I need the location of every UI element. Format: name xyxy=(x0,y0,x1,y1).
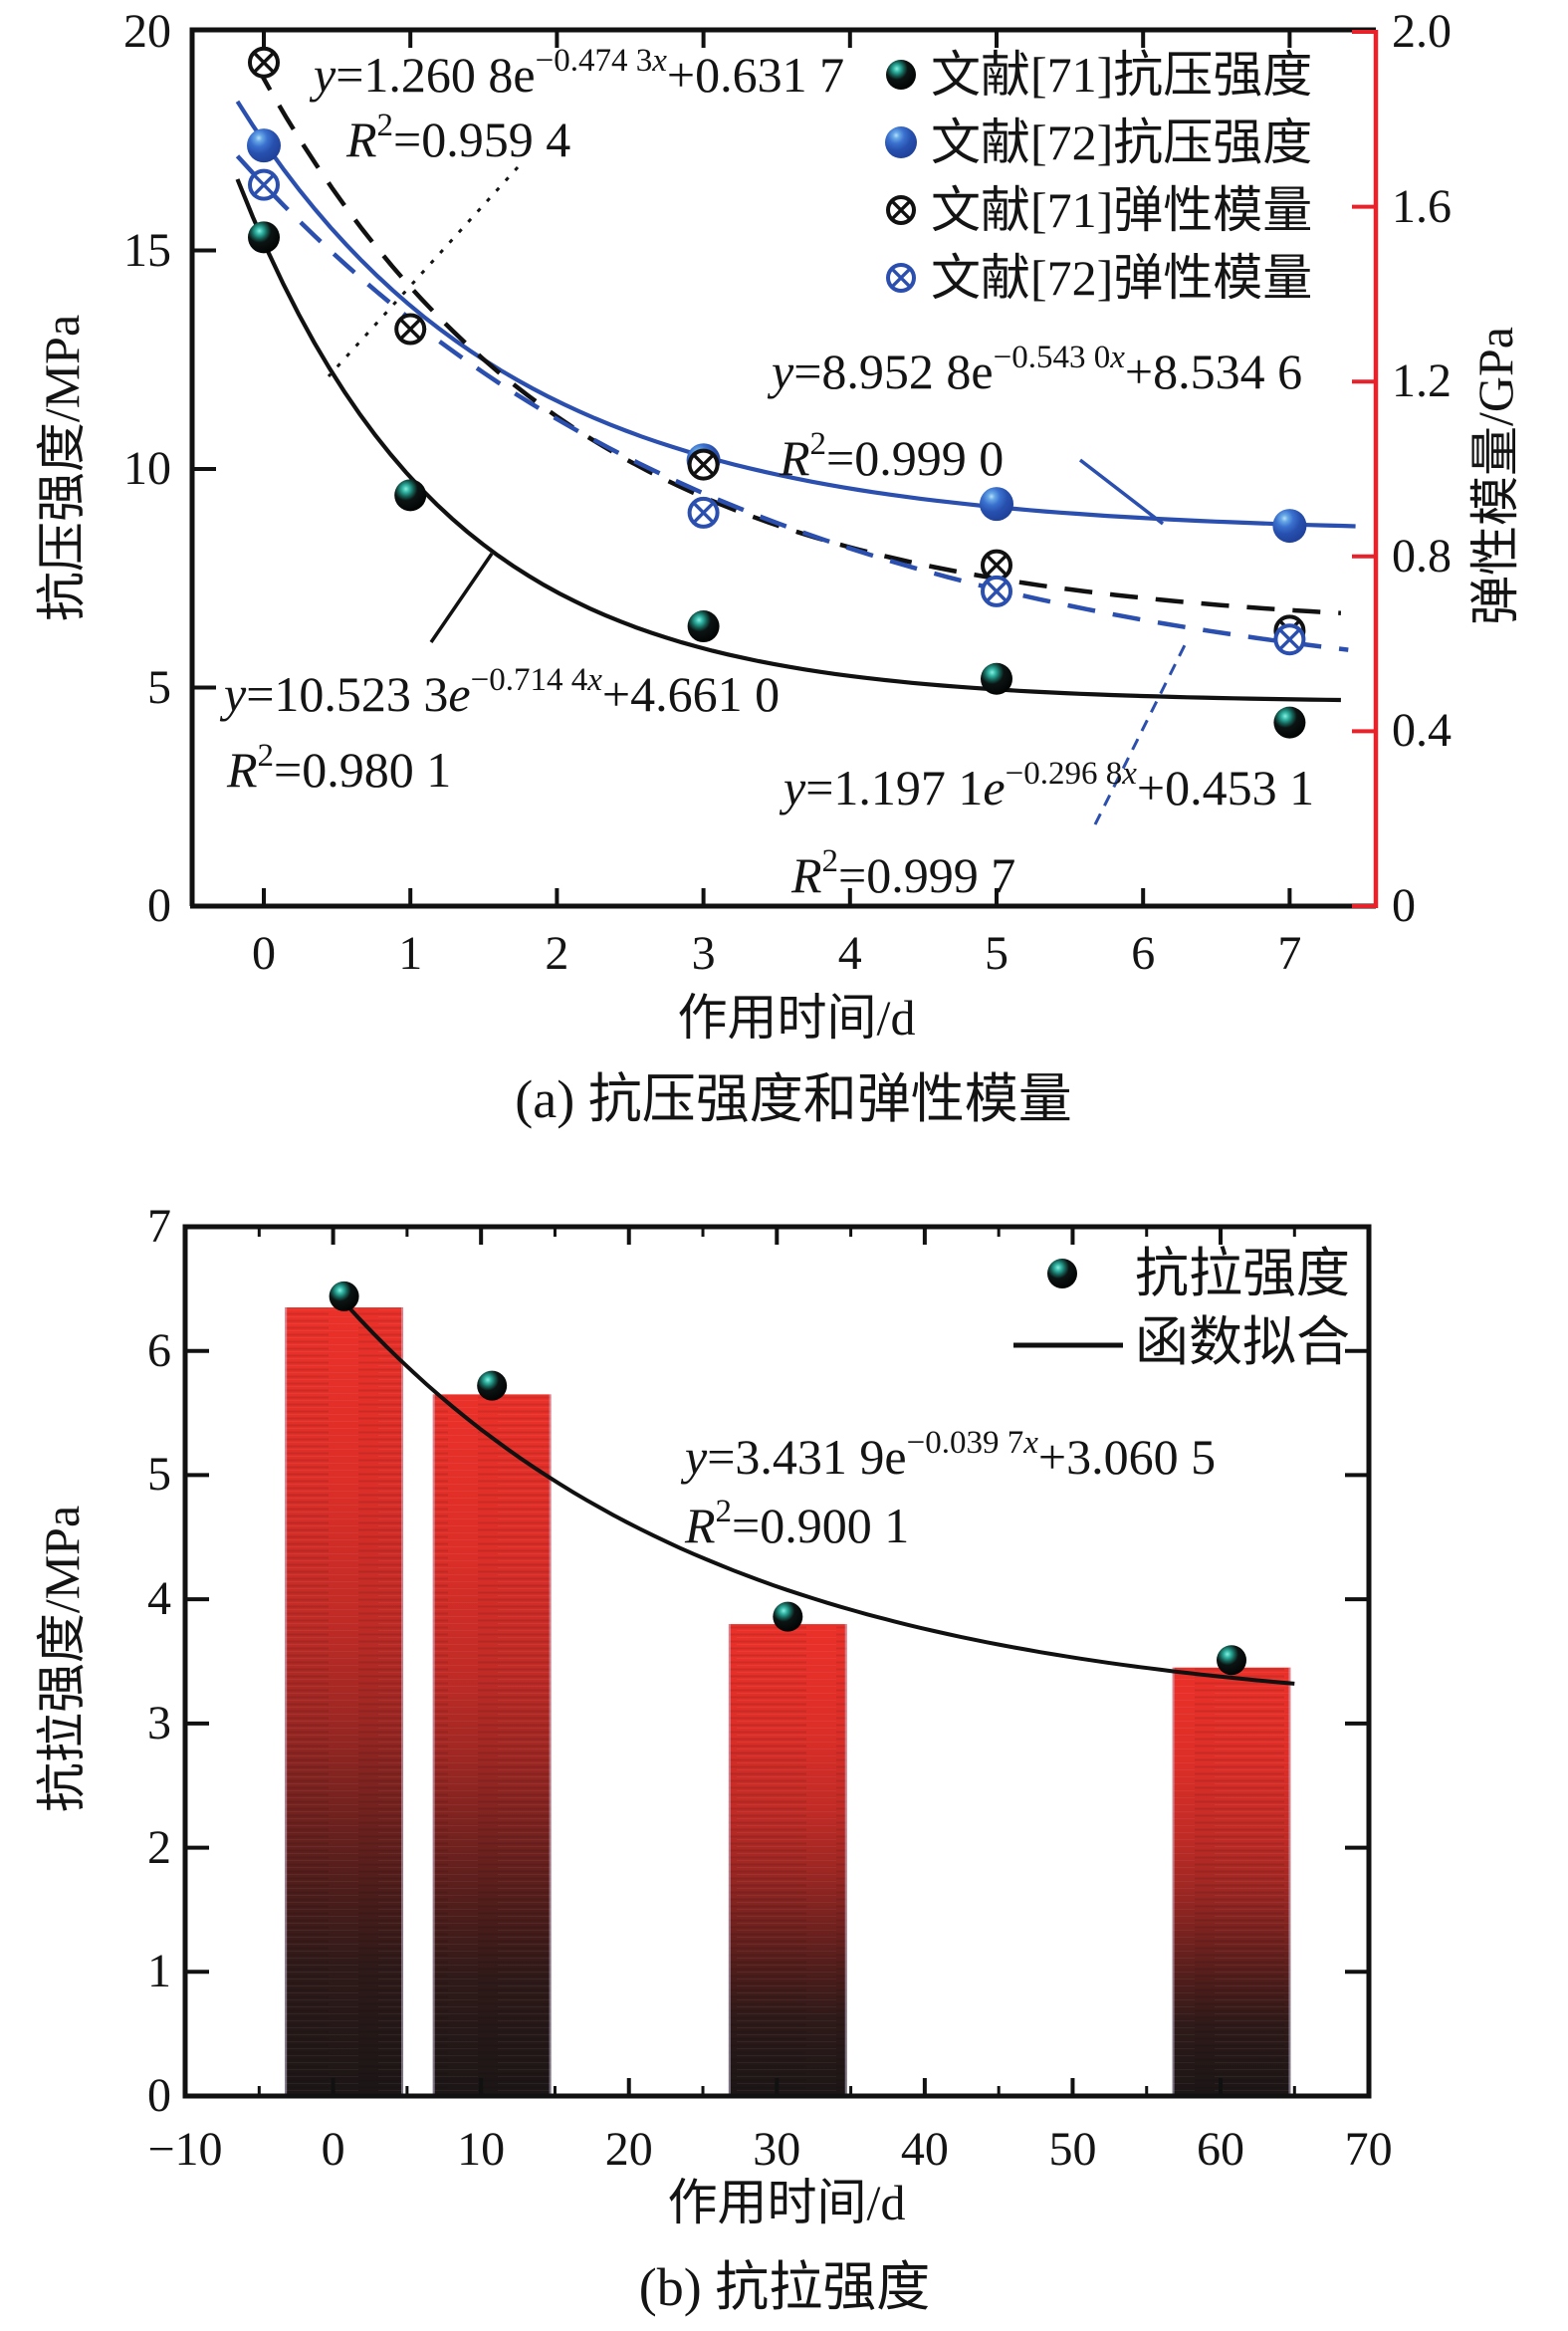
equation-a-0: y=1.260 8e−0.474 3x+0.631 7 xyxy=(314,43,845,103)
legend-item-a-2: 文献[71]弹性模量 xyxy=(931,182,1313,238)
y-tick-a-left-15: 15 xyxy=(123,223,171,277)
y-tick-a-right-0.4: 0.4 xyxy=(1392,704,1452,758)
y-tick-b-4: 4 xyxy=(147,1572,171,1626)
x-tick-a-1: 1 xyxy=(398,927,423,980)
y-tick-b-2: 2 xyxy=(147,1820,171,1874)
x-tick-b-−10: −10 xyxy=(147,2123,223,2176)
axis-title-time-b: 作用时间/d xyxy=(667,2175,906,2230)
y-tick-b-6: 6 xyxy=(147,1323,171,1377)
y-tick-a-left-20: 20 xyxy=(123,5,171,58)
equation-b: y=3.431 9e−0.039 7x+3.060 5 xyxy=(685,1425,1217,1485)
x-tick-a-5: 5 xyxy=(985,927,1008,980)
axis-title-time-a: 作用时间/d xyxy=(677,990,916,1046)
x-tick-a-0: 0 xyxy=(252,927,276,980)
equation-a-3-r2: R2=0.999 7 xyxy=(791,843,1016,903)
x-tick-b-30: 30 xyxy=(753,2123,801,2176)
equation-a-2-r2: R2=0.980 1 xyxy=(227,738,452,798)
y-tick-a-left-0: 0 xyxy=(147,879,171,932)
y-tick-a-right-1.6: 1.6 xyxy=(1392,179,1452,233)
x-tick-b-70: 70 xyxy=(1344,2123,1393,2176)
equation-a-0-r2: R2=0.959 4 xyxy=(346,108,571,167)
x-tick-b-20: 20 xyxy=(604,2123,653,2176)
x-tick-a-7: 7 xyxy=(1277,927,1302,980)
x-tick-b-0: 0 xyxy=(321,2123,345,2176)
legend-item-a-0: 文献[71]抗压强度 xyxy=(931,47,1313,103)
x-tick-b-50: 50 xyxy=(1048,2123,1097,2176)
equation-a-2: y=10.523 3e−0.714 4x+4.661 0 xyxy=(224,662,781,722)
x-tick-a-6: 6 xyxy=(1131,927,1156,980)
caption-subfigure-a: (a) 抗压强度和弹性模量 xyxy=(515,1069,1072,1129)
y-tick-b-1: 1 xyxy=(147,1945,171,1998)
y-tick-b-0: 0 xyxy=(147,2069,171,2122)
y-tick-b-7: 7 xyxy=(147,1200,171,1253)
x-tick-a-2: 2 xyxy=(545,927,569,980)
y-tick-b-3: 3 xyxy=(147,1696,171,1749)
axis-title-tensile-strength: 抗拉强度/MPa xyxy=(34,1505,90,1813)
x-tick-b-40: 40 xyxy=(900,2123,949,2176)
equation-a-3: y=1.197 1e−0.296 8x+0.453 1 xyxy=(784,756,1315,816)
legend-item-a-1: 文献[72]抗压强度 xyxy=(931,115,1313,170)
y-tick-a-left-5: 5 xyxy=(147,660,171,714)
caption-subfigure-b: (b) 抗拉强度 xyxy=(638,2257,931,2317)
x-tick-b-10: 10 xyxy=(457,2123,506,2176)
axis-title-compressive-strength: 抗压强度/MPa xyxy=(34,314,90,622)
legend-item-a-3: 文献[72]弹性模量 xyxy=(931,250,1313,306)
x-tick-b-60: 60 xyxy=(1197,2123,1245,2176)
x-tick-a-4: 4 xyxy=(837,927,862,980)
y-tick-a-right-0: 0 xyxy=(1392,879,1416,932)
legend-item-b-0: 抗拉强度 xyxy=(1135,1244,1350,1303)
y-tick-a-left-10: 10 xyxy=(123,442,171,495)
y-tick-a-right-0.8: 0.8 xyxy=(1392,529,1452,583)
y-tick-a-right-2.0: 2.0 xyxy=(1392,5,1452,58)
x-tick-a-3: 3 xyxy=(691,927,716,980)
equation-a-1-r2: R2=0.999 0 xyxy=(780,426,1005,486)
y-tick-b-5: 5 xyxy=(147,1448,171,1502)
legend-item-b-1: 函数拟合 xyxy=(1135,1312,1350,1372)
equation-a-1: y=8.952 8e−0.543 0x+8.534 6 xyxy=(772,340,1303,399)
axis-title-elastic-modulus: 弹性模量/GPa xyxy=(1467,327,1523,625)
y-tick-a-right-1.2: 1.2 xyxy=(1392,354,1452,408)
equation-b-r2: R2=0.900 1 xyxy=(685,1494,910,1553)
